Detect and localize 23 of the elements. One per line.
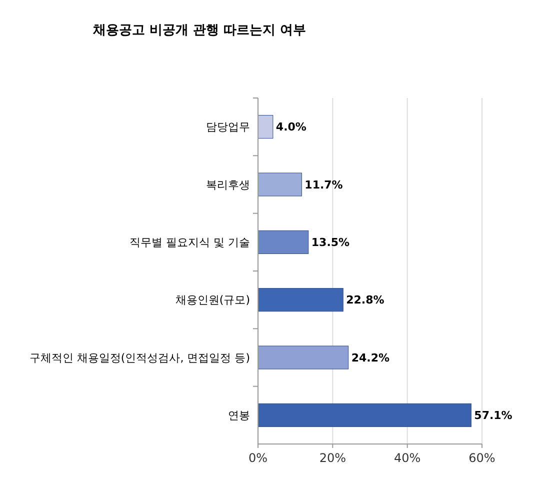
bar — [258, 288, 344, 312]
bar — [258, 230, 309, 254]
y-tick-label: 연봉 — [228, 409, 250, 422]
data-label: 4.0% — [276, 120, 306, 134]
bar — [258, 346, 349, 370]
x-tick-label: 40% — [394, 451, 421, 465]
bar — [258, 172, 302, 196]
y-tick-label: 담당업무 — [206, 120, 250, 134]
x-tick-label: 0% — [248, 451, 268, 465]
bar — [258, 115, 274, 139]
data-label: 11.7% — [304, 178, 343, 192]
y-tick-label: 구체적인 채용일정(인적성검사, 면접일정 등) — [29, 351, 250, 364]
x-tick-label: 60% — [468, 451, 496, 465]
data-label: 57.1% — [474, 409, 512, 422]
data-label: 13.5% — [311, 236, 350, 250]
y-tick-label: 직무별 필요지식 및 기술 — [130, 236, 250, 250]
bar — [258, 403, 472, 427]
data-label: 22.8% — [346, 294, 384, 307]
data-label: 24.2% — [351, 351, 390, 364]
x-tick-label: 20% — [319, 451, 346, 465]
y-tick-label: 복리후생 — [206, 178, 250, 192]
chart-title: 채용공고 비공개 관행 따르는지 여부 — [92, 23, 306, 38]
y-tick-label: 채용인원(규모) — [175, 294, 250, 307]
